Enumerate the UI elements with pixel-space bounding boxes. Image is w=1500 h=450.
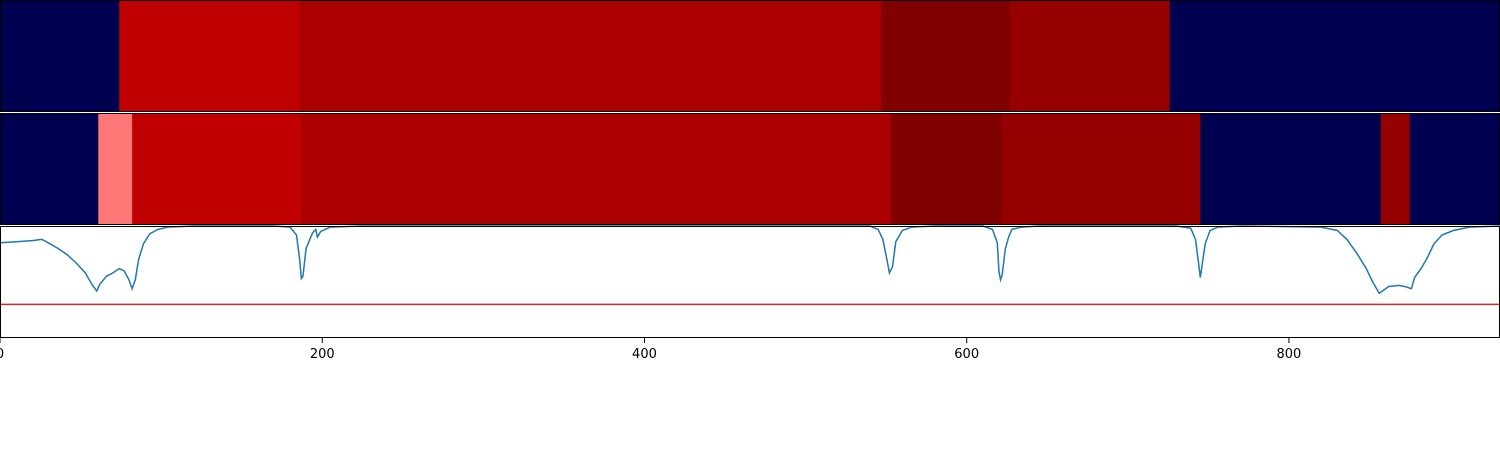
ground-truth-track [0,0,1500,112]
segment-0-5 [1169,0,1500,112]
segment-0-1 [119,0,301,112]
x-tick-label-200: 200 [310,347,335,362]
segment-1-3 [301,113,892,225]
segment-0-4 [1010,0,1171,112]
segment-1-6 [1200,113,1382,225]
segment-1-7 [1380,113,1411,225]
x-tick-label-400: 400 [632,347,657,362]
x-tick-label-0: 0 [0,347,4,362]
segment-1-8 [1409,113,1500,225]
score-line [0,225,1500,295]
segment-1-1 [98,113,133,225]
score-curve-panel [0,225,1500,338]
segment-0-0 [0,0,120,112]
segment-1-5 [1002,113,1201,225]
curve-background [0,226,1500,338]
segment-1-4 [890,113,1003,225]
segment-1-2 [132,113,302,225]
segment-1-0 [0,113,99,225]
x-tick-label-600: 600 [954,347,979,362]
segment-0-2 [299,0,882,112]
x-axis: 0 200 400 600 800 [0,338,1301,362]
x-tick-label-800: 800 [1277,347,1302,362]
prediction-track [0,113,1500,225]
segment-0-3 [881,0,1011,112]
